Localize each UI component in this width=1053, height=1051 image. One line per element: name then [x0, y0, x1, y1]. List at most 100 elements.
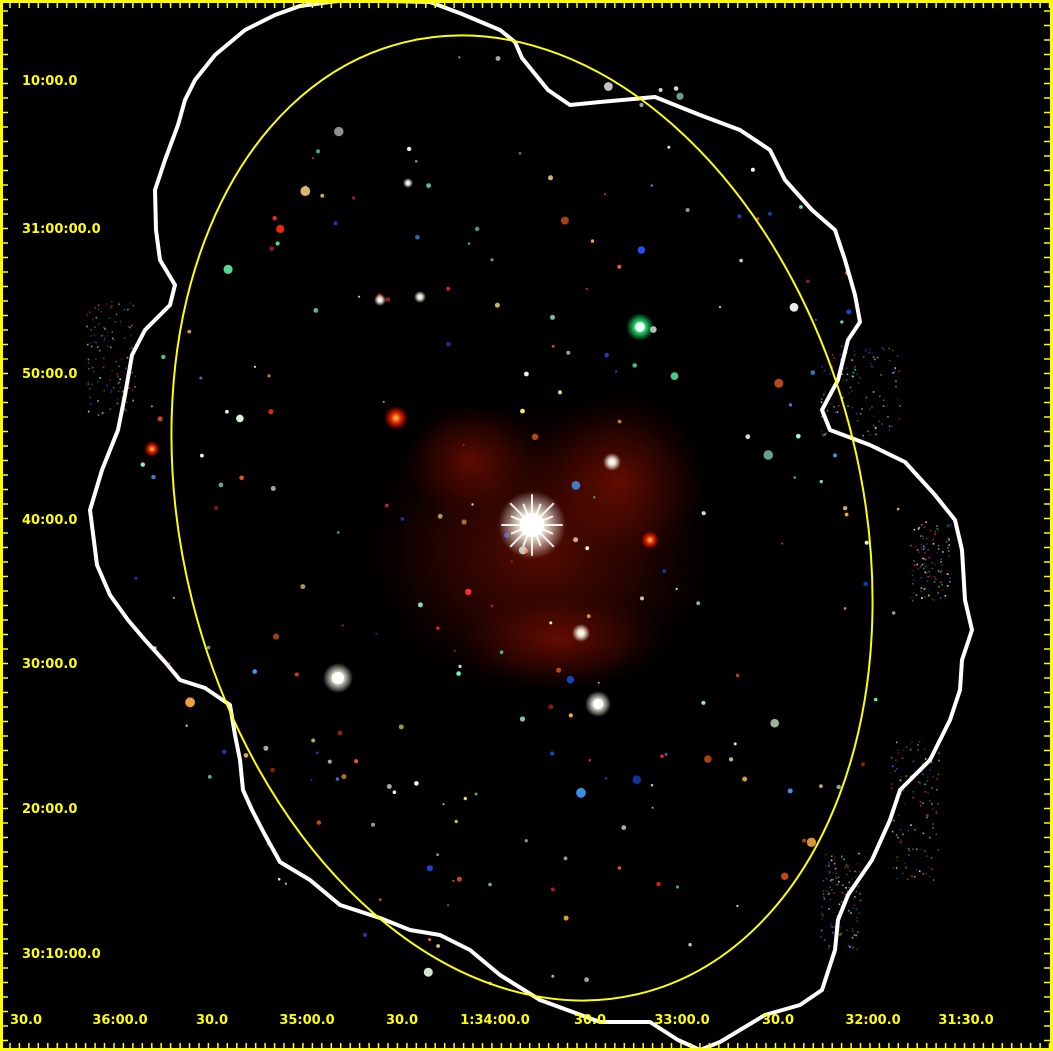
point-source	[252, 669, 257, 674]
noise-pixel	[928, 594, 930, 596]
noise-pixel	[901, 757, 904, 759]
noise-pixel	[910, 824, 912, 826]
ra-label: 33:00.0	[654, 1013, 710, 1028]
point-source	[560, 216, 569, 225]
point-source	[452, 879, 455, 882]
noise-pixel	[113, 386, 115, 389]
noise-pixel	[898, 799, 900, 802]
noise-pixel	[932, 543, 935, 545]
noise-pixel	[132, 304, 135, 307]
noise-pixel	[830, 859, 833, 862]
noise-pixel	[922, 548, 925, 550]
noise-pixel	[834, 856, 836, 859]
noise-pixel	[936, 778, 939, 780]
point-source	[617, 264, 622, 269]
point-source	[436, 853, 439, 857]
noise-pixel	[101, 412, 104, 415]
noise-pixel	[888, 359, 891, 362]
noise-pixel	[822, 893, 825, 895]
point-source	[863, 581, 868, 587]
point-source	[519, 716, 526, 722]
noise-pixel	[911, 875, 913, 877]
noise-pixel	[934, 563, 936, 566]
ra-label: 30.0	[9, 1013, 43, 1028]
point-source	[316, 149, 320, 154]
noise-pixel	[117, 382, 119, 385]
noise-pixel	[904, 862, 906, 865]
point-source	[656, 881, 661, 887]
point-source	[819, 784, 823, 788]
noise-pixel	[911, 570, 914, 572]
noise-pixel	[854, 368, 857, 371]
point-source	[214, 506, 219, 510]
point-source	[840, 320, 844, 324]
bright-source-white-mid	[374, 178, 621, 642]
noise-pixel	[895, 380, 897, 382]
noise-pixel	[840, 857, 843, 859]
noise-pixel	[921, 763, 923, 765]
noise-pixel	[883, 348, 885, 351]
noise-pixel	[917, 568, 920, 570]
noise-pixel	[932, 879, 935, 881]
noise-pixel	[916, 563, 919, 566]
noise-pixel	[841, 855, 843, 858]
noise-pixel	[946, 585, 949, 587]
noise-pixel	[894, 368, 897, 371]
noise-pixel	[94, 307, 97, 309]
noise-pixel	[918, 526, 920, 529]
ra-label: 30.0	[761, 1013, 795, 1028]
noise-pixel	[848, 392, 851, 394]
point-source	[275, 241, 280, 246]
point-source	[550, 887, 555, 892]
noise-pixel	[937, 773, 940, 776]
noise-pixel	[926, 816, 928, 819]
noise-pixel	[833, 892, 835, 894]
noise-pixel	[845, 864, 848, 866]
noise-pixel	[91, 345, 93, 348]
noise-pixel	[913, 528, 916, 531]
noise-pixel	[929, 769, 931, 771]
noise-pixel	[839, 354, 842, 356]
noise-pixel	[920, 587, 923, 589]
point-source	[300, 584, 306, 590]
noise-pixel	[95, 317, 98, 319]
noise-pixel	[117, 376, 119, 378]
noise-pixel	[822, 879, 825, 882]
noise-pixel	[110, 346, 112, 349]
point-source	[896, 507, 900, 511]
noise-pixel	[919, 565, 922, 568]
point-source	[406, 146, 412, 152]
noise-pixel	[900, 793, 902, 795]
noise-pixel	[831, 882, 834, 885]
noise-pixel	[89, 388, 91, 390]
point-source	[793, 476, 796, 479]
point-source	[268, 409, 274, 415]
noise-pixel	[869, 362, 872, 365]
noise-pixel	[920, 547, 922, 549]
noise-pixel	[845, 420, 847, 422]
noise-pixel	[129, 302, 132, 304]
point-source	[510, 560, 513, 563]
noise-pixel	[823, 370, 825, 373]
noise-pixel	[859, 899, 862, 902]
noise-pixel	[917, 744, 919, 746]
noise-pixel	[847, 867, 849, 869]
noise-pixel	[924, 552, 926, 554]
point-source	[423, 967, 433, 977]
point-source	[277, 877, 281, 881]
point-source	[557, 390, 563, 395]
noise-pixel	[849, 870, 851, 872]
noise-pixel	[830, 889, 833, 891]
point-source	[788, 403, 793, 407]
noise-pixel	[123, 308, 126, 311]
noise-pixel	[937, 802, 939, 805]
point-source	[378, 898, 382, 901]
point-source	[718, 305, 722, 309]
ra-label: 32:00.0	[845, 1013, 901, 1028]
noise-pixel	[87, 362, 90, 364]
point-source	[385, 503, 389, 508]
point-source	[806, 837, 817, 847]
noise-pixel	[877, 356, 879, 359]
noise-pixel	[852, 375, 854, 378]
point-source	[239, 475, 244, 481]
